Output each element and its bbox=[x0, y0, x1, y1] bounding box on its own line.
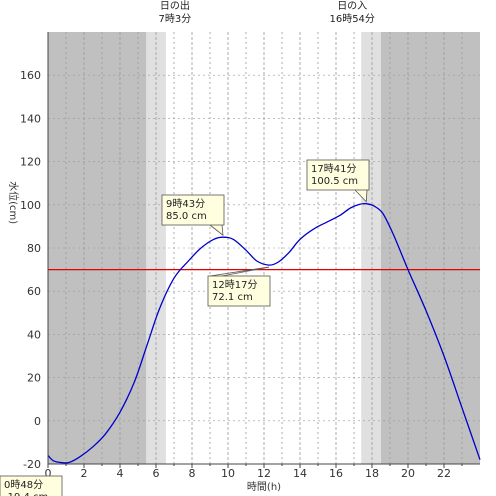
x-tick-label: 22 bbox=[437, 467, 451, 480]
sunset-label: 日の入 bbox=[337, 1, 367, 12]
y-tick-label: 20 bbox=[27, 372, 41, 385]
x-tick-label: 8 bbox=[189, 467, 196, 480]
annotation-time: 17時41分 bbox=[311, 163, 356, 175]
x-tick-label: 2 bbox=[81, 467, 88, 480]
x-tick-label: 10 bbox=[221, 467, 235, 480]
x-tick-label: 18 bbox=[365, 467, 379, 480]
y-tick-label: 160 bbox=[20, 69, 41, 82]
x-tick-label: 14 bbox=[293, 467, 307, 480]
y-tick-label: 80 bbox=[27, 242, 41, 255]
y-tick-label: 40 bbox=[27, 328, 41, 341]
tide-curve bbox=[47, 202, 481, 464]
annotation-value: 72.1 cm bbox=[212, 292, 253, 303]
sunrise-label: 日の出 bbox=[160, 0, 190, 12]
x-tick-label: 20 bbox=[401, 467, 415, 480]
annotation-value: 100.5 cm bbox=[311, 176, 358, 187]
annotation-pointer bbox=[209, 266, 270, 277]
annotation-box bbox=[0, 475, 63, 496]
x-tick-label: 12 bbox=[257, 467, 271, 480]
annotation-value: -19.4 cm bbox=[4, 492, 48, 496]
annotation-box bbox=[161, 194, 225, 226]
y-tick-label: 140 bbox=[20, 112, 41, 125]
annotation-box bbox=[306, 159, 370, 191]
y-tick-label: 100 bbox=[20, 199, 41, 212]
y-tick-label: 60 bbox=[27, 285, 41, 298]
annotation-time: 12時17分 bbox=[212, 279, 257, 291]
x-tick-label: 0 bbox=[45, 467, 52, 480]
x-tick-label: 6 bbox=[153, 467, 160, 480]
y-tick-label: 0 bbox=[34, 415, 41, 428]
y-tick-label: 120 bbox=[20, 156, 41, 169]
y-tick-label: -20 bbox=[23, 458, 41, 471]
annotation-time: 9時43分 bbox=[166, 198, 205, 210]
x-tick-label: 16 bbox=[329, 467, 343, 480]
x-axis-title: 時間(h) bbox=[247, 481, 281, 493]
y-axis-title: 水位(cm) bbox=[7, 181, 20, 224]
annotation-value: 85.0 cm bbox=[166, 211, 207, 222]
sunset-time: 16時54分 bbox=[329, 13, 374, 25]
annotation-callout: 0時48分-19.4 cm bbox=[0, 475, 63, 496]
annotation-time: 0時48分 bbox=[4, 479, 43, 491]
annotation-box bbox=[207, 275, 271, 307]
x-tick-label: 4 bbox=[117, 467, 124, 480]
sunrise-time: 7時3分 bbox=[159, 13, 192, 25]
annotation-pointer bbox=[354, 189, 368, 203]
annotation-pointer bbox=[209, 224, 224, 237]
